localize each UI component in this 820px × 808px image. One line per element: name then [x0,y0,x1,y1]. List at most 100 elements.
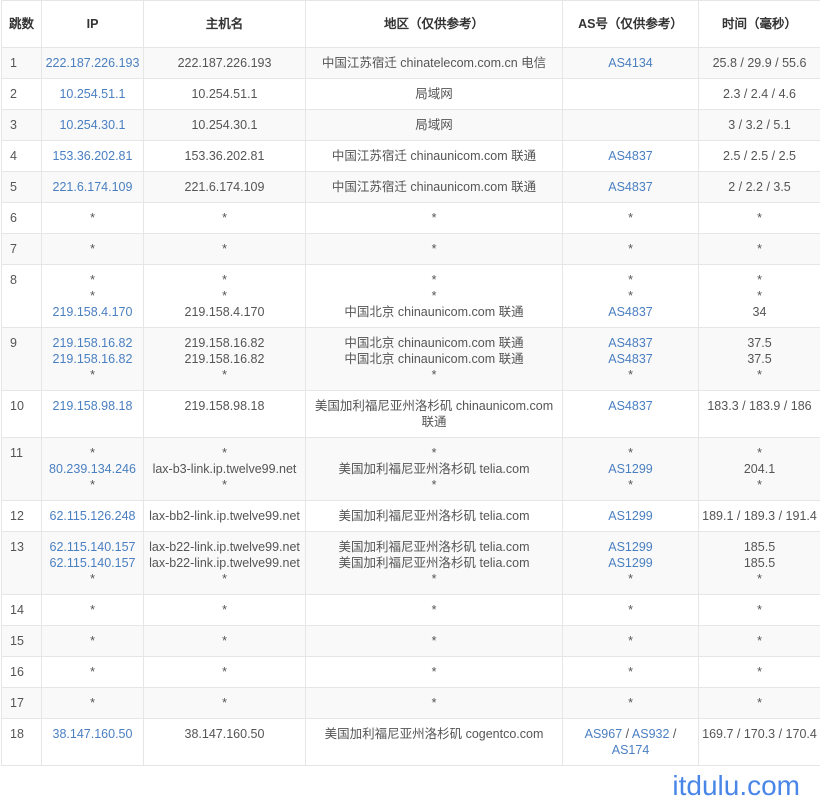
time-line: 169.7 / 170.3 / 170.4 [702,726,817,742]
region-line: 中国江苏宿迁 chinaunicom.com 联通 [309,148,559,164]
table-row: 7***** [2,234,820,265]
time-line: * [702,664,817,680]
time-cell: 2 / 2.2 / 3.5 [699,172,820,203]
region-line: 中国北京 chinaunicom.com 联通 [309,335,559,351]
as-link[interactable]: AS4134 [566,55,695,71]
time-line: * [702,367,817,383]
region-cell: 局域网 [306,110,563,141]
time-line: * [702,272,817,288]
as-cell: * [563,595,699,626]
region-cell: **中国北京 chinaunicom.com 联通 [306,265,563,328]
table-row: 17***** [2,688,820,719]
hostname-line: lax-b3-link.ip.twelve99.net [147,461,302,477]
as-cell: * [563,234,699,265]
hostname-line: 219.158.4.170 [147,304,302,320]
ip-link[interactable]: 219.158.98.18 [45,398,140,414]
table-row: 11*80.239.134.246**lax-b3-link.ip.twelve… [2,438,820,501]
hostname-cell: 10.254.30.1 [144,110,306,141]
as-line: AS967 / AS932 / AS174 [566,726,695,758]
as-cell: AS4134 [563,48,699,79]
as-link[interactable]: AS4837 [566,304,695,320]
hop-number: 11 [2,438,42,501]
as-link[interactable]: AS1299 [566,555,695,571]
region-cell: * [306,234,563,265]
time-line: * [702,445,817,461]
region-cell: 中国北京 chinaunicom.com 联通中国北京 chinaunicom.… [306,328,563,391]
header-hostname: 主机名 [144,1,306,48]
region-line: * [309,272,559,288]
as-link[interactable]: AS1299 [566,461,695,477]
region-line: 美国加利福尼亚州洛杉矶 telia.com [309,539,559,555]
region-line: 美国加利福尼亚州洛杉矶 cogentco.com [309,726,559,742]
hostname-line: lax-bb2-link.ip.twelve99.net [147,508,302,524]
region-cell: 中国江苏宿迁 chinaunicom.com 联通 [306,172,563,203]
hostname-line: 219.158.16.82 [147,351,302,367]
hostname-line: * [147,477,302,493]
as-link[interactable]: AS967 [585,727,623,741]
hostname-cell: * [144,234,306,265]
region-cell: * [306,626,563,657]
region-line: 美国加利福尼亚州洛杉矶 telia.com [309,555,559,571]
table-row: 14***** [2,595,820,626]
region-cell: 美国加利福尼亚州洛杉矶 cogentco.com [306,719,563,766]
time-line: 183.3 / 183.9 / 186 [702,398,817,414]
ip-link[interactable]: 219.158.16.82 [45,351,140,367]
ip-link[interactable]: 62.115.140.157 [45,555,140,571]
as-link[interactable]: AS4837 [566,179,695,195]
time-line: * [702,210,817,226]
time-cell: 2.3 / 2.4 / 4.6 [699,79,820,110]
as-cell: *AS1299* [563,438,699,501]
ip-link[interactable]: 153.36.202.81 [45,148,140,164]
region-line: 美国加利福尼亚州洛杉矶 chinaunicom.com 联通 [309,398,559,430]
ip-link[interactable]: 10.254.51.1 [45,86,140,102]
ip-cell: * [42,688,144,719]
hop-number: 13 [2,532,42,595]
as-link[interactable]: AS932 [632,727,670,741]
hostname-line: lax-b22-link.ip.twelve99.net [147,555,302,571]
time-line: 185.5 [702,555,817,571]
hop-number: 5 [2,172,42,203]
ip-link[interactable]: 219.158.4.170 [45,304,140,320]
region-line: * [309,571,559,587]
ip-link[interactable]: 221.6.174.109 [45,179,140,195]
hostname-line: 221.6.174.109 [147,179,302,195]
ip-cell: 38.147.160.50 [42,719,144,766]
as-link[interactable]: AS174 [612,743,650,757]
hostname-line: * [147,210,302,226]
time-line: 37.5 [702,335,817,351]
ip-line: * [45,633,140,649]
as-line: * [566,210,695,226]
as-link[interactable]: AS4837 [566,398,695,414]
as-link[interactable]: AS4837 [566,335,695,351]
hop-number: 7 [2,234,42,265]
hop-number: 2 [2,79,42,110]
ip-cell: * [42,657,144,688]
hostname-cell: * [144,203,306,234]
hostname-cell: 153.36.202.81 [144,141,306,172]
as-link[interactable]: AS4837 [566,148,695,164]
table-row: 8**219.158.4.170**219.158.4.170**中国北京 ch… [2,265,820,328]
ip-link[interactable]: 62.115.126.248 [45,508,140,524]
as-line: * [566,664,695,680]
hop-number: 10 [2,391,42,438]
ip-line: * [45,445,140,461]
as-link[interactable]: AS1299 [566,539,695,555]
ip-cell: 221.6.174.109 [42,172,144,203]
as-line: * [566,272,695,288]
ip-link[interactable]: 38.147.160.50 [45,726,140,742]
as-link[interactable]: AS4837 [566,351,695,367]
time-line: 2.3 / 2.4 / 4.6 [702,86,817,102]
ip-link[interactable]: 10.254.30.1 [45,117,140,133]
time-cell: * [699,657,820,688]
region-cell: * [306,688,563,719]
header-region: 地区（仅供参考） [306,1,563,48]
ip-cell: * [42,234,144,265]
ip-link[interactable]: 219.158.16.82 [45,335,140,351]
as-link[interactable]: AS1299 [566,508,695,524]
ip-link[interactable]: 62.115.140.157 [45,539,140,555]
ip-cell: 10.254.51.1 [42,79,144,110]
ip-link[interactable]: 80.239.134.246 [45,461,140,477]
ip-link[interactable]: 222.187.226.193 [45,55,140,71]
